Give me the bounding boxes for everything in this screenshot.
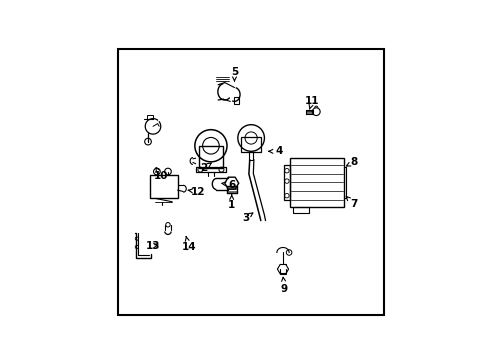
Text: 2: 2 <box>200 163 211 173</box>
Text: 1: 1 <box>228 195 235 210</box>
Text: 11: 11 <box>305 96 319 109</box>
Bar <box>147 115 153 118</box>
Bar <box>290 158 344 207</box>
Text: 8: 8 <box>346 157 357 167</box>
Bar <box>199 146 222 168</box>
Text: 13: 13 <box>147 240 161 251</box>
Bar <box>196 167 226 172</box>
Text: 4: 4 <box>269 146 283 156</box>
Bar <box>293 207 309 213</box>
Bar <box>284 165 290 200</box>
Bar <box>242 136 261 152</box>
Bar <box>150 175 178 198</box>
Text: 10: 10 <box>154 168 168 181</box>
Text: 9: 9 <box>281 277 288 293</box>
Text: 6: 6 <box>222 180 235 190</box>
Text: 3: 3 <box>242 213 253 223</box>
Text: 12: 12 <box>188 186 206 197</box>
Text: 7: 7 <box>346 197 357 209</box>
Bar <box>235 97 240 104</box>
Text: 14: 14 <box>181 237 196 252</box>
Text: 5: 5 <box>231 67 238 81</box>
